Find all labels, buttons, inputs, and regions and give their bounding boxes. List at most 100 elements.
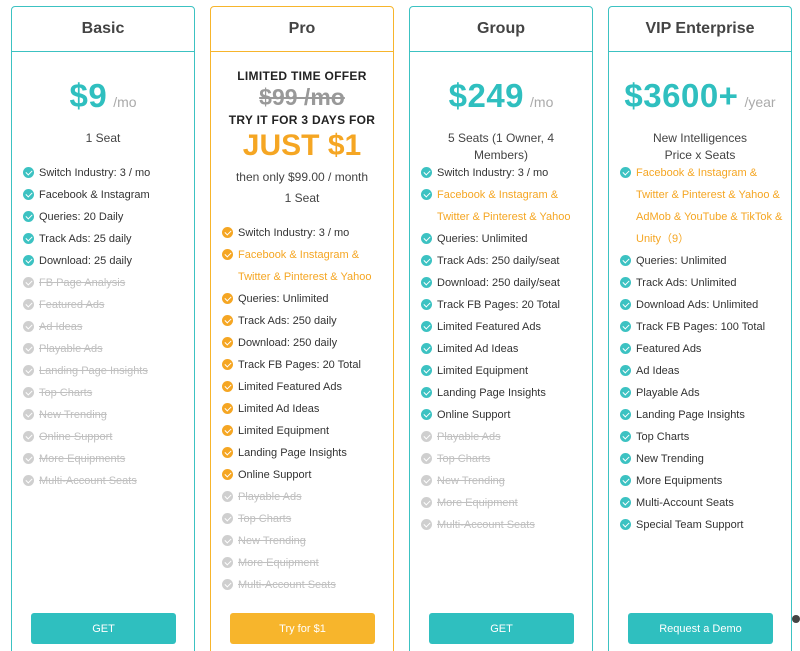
feature-text: Download: 250 daily/seat bbox=[437, 277, 560, 289]
feature-item: Landing Page Insights bbox=[222, 442, 385, 464]
feature-text: Limited Featured Ads bbox=[437, 321, 541, 333]
plan-price: $3600+ bbox=[624, 77, 739, 114]
feature-text: Facebook & Instagram & Twitter & Pintere… bbox=[238, 249, 372, 283]
plan-card-group: Group $249/mo 5 Seats (1 Owner, 4 Member… bbox=[409, 6, 593, 651]
feature-item: Queries: Unlimited bbox=[222, 288, 385, 310]
check-circle-icon bbox=[421, 189, 432, 200]
feature-item: Top Charts bbox=[222, 508, 385, 530]
feature-item: Online Support bbox=[222, 464, 385, 486]
plan-title: Basic bbox=[12, 7, 194, 52]
check-circle-icon bbox=[23, 233, 34, 244]
feature-item: More Equipments bbox=[23, 448, 186, 470]
feature-text: Track Ads: 25 daily bbox=[39, 233, 132, 245]
feature-text: Facebook & Instagram bbox=[39, 189, 150, 201]
check-circle-icon bbox=[23, 211, 34, 222]
feature-text: Landing Page Insights bbox=[39, 365, 148, 377]
feature-item: FB Page Analysis bbox=[23, 272, 186, 294]
feature-text: Limited Equipment bbox=[437, 365, 529, 377]
feature-item: Queries: 20 Daily bbox=[23, 206, 186, 228]
check-circle-icon bbox=[23, 189, 34, 200]
feature-item: Playable Ads bbox=[222, 486, 385, 508]
check-circle-icon bbox=[222, 579, 233, 590]
feature-text: Track Ads: Unlimited bbox=[636, 277, 737, 289]
plan-period: /year bbox=[744, 94, 776, 110]
feature-item: Landing Page Insights bbox=[620, 404, 783, 426]
check-circle-icon bbox=[620, 277, 631, 288]
feature-item: Switch Industry: 3 / mo bbox=[421, 162, 584, 184]
feature-item: More Equipment bbox=[222, 552, 385, 574]
feature-text: More Equipment bbox=[437, 497, 518, 509]
check-circle-icon bbox=[620, 431, 631, 442]
feature-item: Track Ads: 25 daily bbox=[23, 228, 186, 250]
plan-seats: 1 Seat bbox=[284, 191, 320, 205]
feature-item: Ad Ideas bbox=[620, 360, 783, 382]
feature-item: New Trending bbox=[222, 530, 385, 552]
check-circle-icon bbox=[421, 431, 432, 442]
feature-item: Top Charts bbox=[421, 448, 584, 470]
feature-text: Switch Industry: 3 / mo bbox=[238, 227, 350, 239]
check-circle-icon bbox=[222, 249, 233, 260]
feature-item: Landing Page Insights bbox=[421, 382, 584, 404]
feature-text: Queries: Unlimited bbox=[238, 293, 329, 305]
request-demo-button[interactable]: Request a Demo bbox=[628, 613, 773, 644]
check-circle-icon bbox=[421, 343, 432, 354]
feature-text: Track FB Pages: 20 Total bbox=[437, 299, 560, 311]
check-circle-icon bbox=[222, 337, 233, 348]
feature-item: Limited Equipment bbox=[421, 360, 584, 382]
feature-text: Switch Industry: 3 / mo bbox=[437, 167, 549, 179]
check-circle-icon bbox=[620, 453, 631, 464]
check-circle-icon bbox=[222, 293, 233, 304]
check-circle-icon bbox=[222, 315, 233, 326]
check-circle-icon bbox=[222, 557, 233, 568]
price-row: $3600+ /year bbox=[609, 77, 791, 115]
plan-price: $9 bbox=[69, 77, 108, 114]
feature-item: Track Ads: 250 daily bbox=[222, 310, 385, 332]
check-circle-icon bbox=[421, 365, 432, 376]
feature-item: Featured Ads bbox=[23, 294, 186, 316]
offer-title: LIMITED TIME OFFER bbox=[237, 69, 367, 83]
feature-text: Queries: 20 Daily bbox=[39, 211, 124, 223]
then-text: then only $99.00 / month bbox=[235, 170, 369, 184]
feature-item: Download Ads: Unlimited bbox=[620, 294, 783, 316]
feature-text: Featured Ads bbox=[39, 299, 105, 311]
feature-text: Landing Page Insights bbox=[238, 447, 347, 459]
feature-item: Multi-Account Seats bbox=[222, 574, 385, 596]
plan-seats-line2: Price x Seats bbox=[664, 148, 736, 162]
check-circle-icon bbox=[23, 255, 34, 266]
check-circle-icon bbox=[23, 277, 34, 288]
feature-item: Queries: Unlimited bbox=[620, 250, 783, 272]
feature-item: Top Charts bbox=[620, 426, 783, 448]
check-circle-icon bbox=[23, 299, 34, 310]
feature-text: Download Ads: Unlimited bbox=[636, 299, 759, 311]
feature-item: Limited Ad Ideas bbox=[222, 398, 385, 420]
try-button[interactable]: Try for $1 bbox=[230, 613, 375, 644]
feature-text: FB Page Analysis bbox=[39, 277, 126, 289]
feature-text: Online Support bbox=[437, 409, 511, 421]
feature-text: Ad Ideas bbox=[636, 365, 680, 377]
plan-title: Pro bbox=[211, 7, 393, 52]
feature-text: Playable Ads bbox=[238, 491, 302, 503]
check-circle-icon bbox=[222, 513, 233, 524]
price-row: $9/mo bbox=[12, 77, 194, 115]
feature-item: Landing Page Insights bbox=[23, 360, 186, 382]
check-circle-icon bbox=[23, 321, 34, 332]
feature-text: Queries: Unlimited bbox=[437, 233, 528, 245]
feature-item: Switch Industry: 3 / mo bbox=[222, 222, 385, 244]
feature-list: Switch Industry: 3 / mo Facebook & Instag… bbox=[222, 222, 385, 596]
get-button[interactable]: GET bbox=[31, 613, 176, 644]
old-price: $99 /mo bbox=[259, 84, 345, 110]
check-circle-icon bbox=[222, 491, 233, 502]
plan-period: /mo bbox=[530, 94, 554, 110]
check-circle-icon bbox=[620, 365, 631, 376]
feature-item: More Equipments bbox=[620, 470, 783, 492]
plan-title: Group bbox=[410, 7, 592, 52]
plan-seats: 1 Seat bbox=[85, 131, 121, 145]
feature-text: Top Charts bbox=[39, 387, 93, 399]
feature-item: Multi-Account Seats bbox=[23, 470, 186, 492]
feature-text: Track Ads: 250 daily/seat bbox=[437, 255, 560, 267]
scroll-indicator[interactable] bbox=[792, 615, 800, 623]
get-button[interactable]: GET bbox=[429, 613, 574, 644]
check-circle-icon bbox=[421, 409, 432, 420]
feature-text: Multi-Account Seats bbox=[636, 497, 734, 509]
feature-text: Multi-Account Seats bbox=[39, 475, 137, 487]
